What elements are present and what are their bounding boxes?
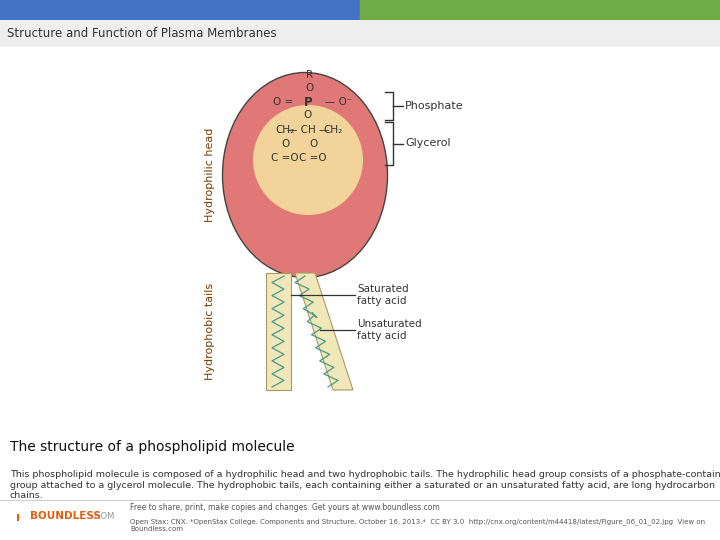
Text: C =O: C =O (300, 153, 327, 163)
Text: .COM: .COM (92, 512, 114, 521)
Ellipse shape (222, 72, 387, 278)
Text: Structure and Function of Plasma Membranes: Structure and Function of Plasma Membran… (7, 27, 276, 40)
Text: Hydrophilic head: Hydrophilic head (205, 128, 215, 222)
Bar (0, 0, 360, 20)
Text: CH₂: CH₂ (275, 125, 294, 135)
Text: CH₂: CH₂ (323, 125, 343, 135)
Text: BOUNDLESS: BOUNDLESS (30, 511, 101, 521)
Text: Glycerol: Glycerol (405, 138, 451, 149)
Text: Free to share, print, make copies and changes. Get yours at www.boundless.com: Free to share, print, make copies and ch… (130, 503, 440, 512)
Polygon shape (295, 273, 353, 390)
Text: O: O (281, 139, 289, 149)
Text: P: P (304, 96, 312, 109)
Text: O: O (304, 110, 312, 120)
Text: This phospholipid molecule is composed of a hydrophilic head and two hydrophobic: This phospholipid molecule is composed o… (10, 470, 720, 500)
Bar (266, 273, 290, 390)
Text: The structure of a phospholipid molecule: The structure of a phospholipid molecule (10, 440, 294, 454)
Text: O: O (309, 139, 317, 149)
Text: Saturated
fatty acid: Saturated fatty acid (357, 284, 409, 306)
Text: — CH —: — CH — (287, 125, 329, 135)
Bar (360, 0, 720, 20)
Text: C =O: C =O (271, 153, 299, 163)
Text: Hydrophobic tails: Hydrophobic tails (205, 283, 215, 380)
Ellipse shape (253, 105, 363, 215)
Text: Open Stax: CNX. *OpenStax College. Components and Structure. October 16, 2013.* : Open Stax: CNX. *OpenStax College. Compo… (130, 518, 705, 532)
Text: R: R (307, 70, 314, 80)
Text: Phosphate: Phosphate (405, 101, 464, 111)
Text: O =: O = (273, 97, 293, 107)
Text: Unsaturated
fatty acid: Unsaturated fatty acid (357, 319, 422, 341)
Text: O: O (306, 83, 314, 93)
Text: — O⁻: — O⁻ (325, 97, 352, 107)
